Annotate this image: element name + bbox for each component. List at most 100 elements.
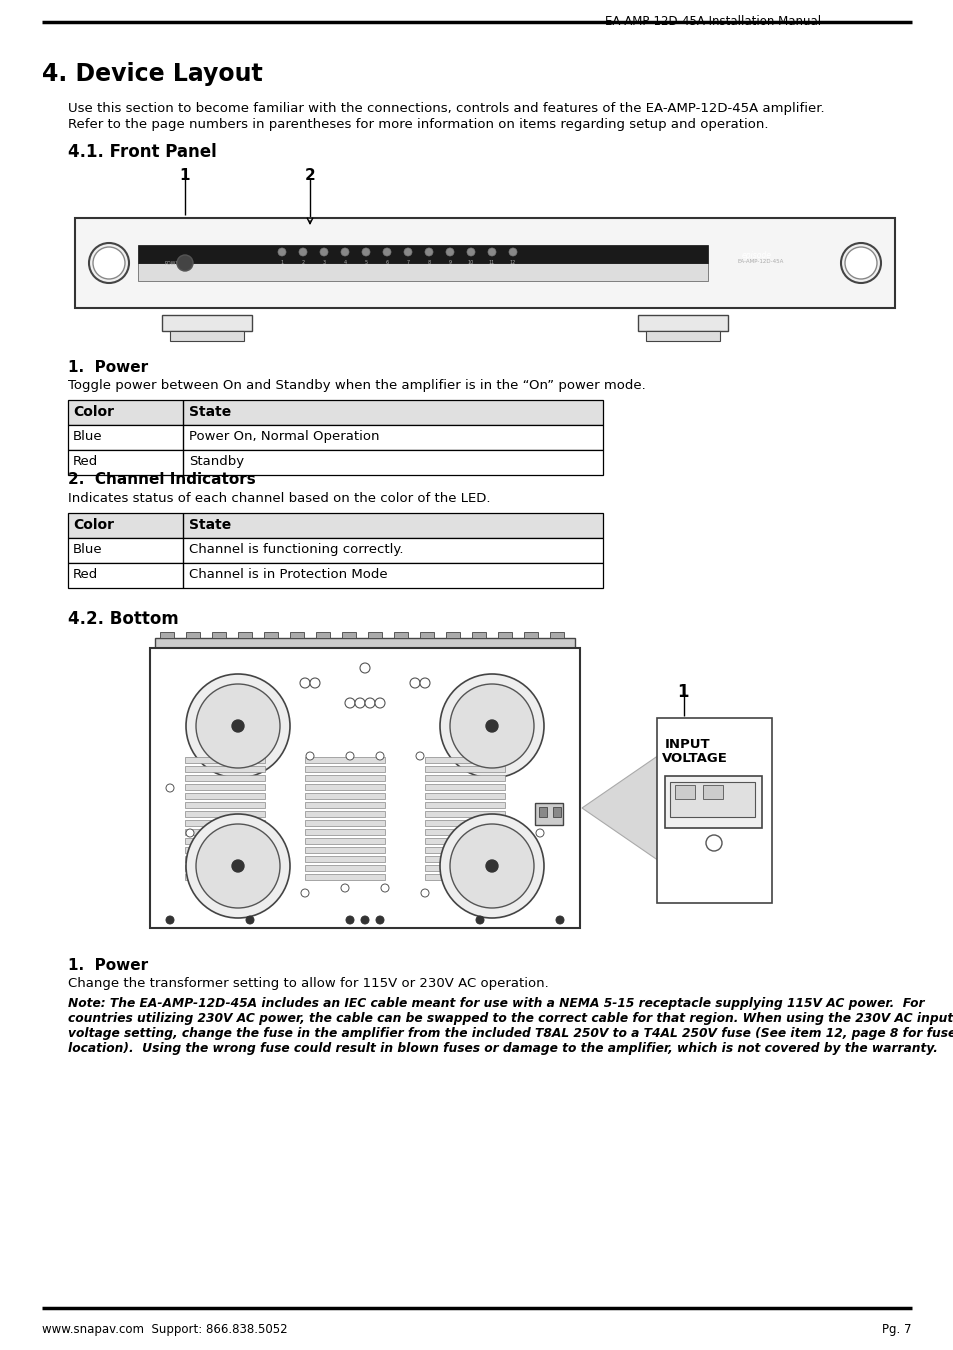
Text: 10: 10 — [467, 261, 474, 265]
Circle shape — [298, 248, 307, 256]
Bar — [424, 757, 504, 763]
Bar — [645, 331, 720, 342]
Bar — [424, 765, 504, 772]
Circle shape — [310, 678, 319, 688]
Bar — [305, 846, 385, 853]
Text: 1: 1 — [179, 167, 190, 184]
Text: 7: 7 — [406, 261, 409, 265]
Text: episode: episode — [741, 251, 771, 261]
Text: 2.  Channel Indicators: 2. Channel Indicators — [68, 472, 255, 487]
Text: countries utilizing 230V AC power, the cable can be swapped to the correct cable: countries utilizing 230V AC power, the c… — [68, 1012, 952, 1025]
Circle shape — [360, 917, 369, 923]
Bar — [185, 775, 265, 782]
Text: VOLTAGE: VOLTAGE — [661, 752, 727, 765]
Bar — [424, 856, 504, 863]
Circle shape — [232, 720, 244, 732]
Text: 4.2. Bottom: 4.2. Bottom — [68, 610, 178, 628]
Bar — [305, 784, 385, 790]
Circle shape — [89, 243, 129, 284]
Text: 1: 1 — [280, 261, 283, 265]
Bar — [305, 865, 385, 871]
Circle shape — [705, 836, 721, 850]
Text: State: State — [189, 518, 231, 532]
Text: Change the transformer setting to allow for 115V or 230V AC operation.: Change the transformer setting to allow … — [68, 977, 548, 990]
Circle shape — [382, 248, 391, 256]
Text: 4: 4 — [343, 261, 346, 265]
Bar — [424, 784, 504, 790]
Circle shape — [841, 243, 880, 284]
Circle shape — [246, 917, 253, 923]
Circle shape — [424, 248, 433, 256]
Bar — [305, 775, 385, 782]
Bar — [305, 856, 385, 863]
Bar — [185, 757, 265, 763]
Bar — [368, 632, 381, 639]
Circle shape — [410, 678, 419, 688]
Bar — [68, 400, 602, 425]
Text: 5: 5 — [364, 261, 367, 265]
Circle shape — [301, 890, 309, 896]
Bar — [675, 784, 695, 799]
Bar — [341, 632, 355, 639]
Circle shape — [439, 814, 543, 918]
Circle shape — [375, 917, 384, 923]
Bar — [535, 803, 562, 825]
Bar — [68, 450, 602, 475]
Bar — [305, 873, 385, 880]
Text: 2: 2 — [304, 167, 315, 184]
Text: 12: 12 — [509, 261, 516, 265]
Text: Use this section to become familiar with the connections, controls and features : Use this section to become familiar with… — [68, 103, 823, 115]
Text: 1.  Power: 1. Power — [68, 360, 148, 375]
Text: Standby: Standby — [189, 455, 244, 468]
Circle shape — [488, 248, 496, 256]
Text: Note: The EA-AMP-12D-45A includes an IEC cable meant for use with a NEMA 5-15 re: Note: The EA-AMP-12D-45A includes an IEC… — [68, 998, 923, 1010]
Bar — [638, 315, 727, 331]
Bar — [424, 865, 504, 871]
Circle shape — [365, 698, 375, 707]
Text: INPUT: INPUT — [664, 738, 710, 751]
Circle shape — [476, 917, 483, 923]
Bar — [419, 632, 434, 639]
Text: EA-AMP-12D-45A: EA-AMP-12D-45A — [738, 259, 783, 265]
Bar — [154, 639, 575, 648]
Circle shape — [450, 824, 534, 909]
Bar — [553, 807, 560, 817]
Bar — [305, 819, 385, 826]
Bar — [523, 632, 537, 639]
Circle shape — [844, 247, 876, 279]
Text: Blue: Blue — [73, 431, 103, 443]
Bar — [315, 632, 330, 639]
Bar — [68, 513, 602, 539]
Text: 1: 1 — [677, 683, 688, 701]
Bar — [424, 792, 504, 799]
Text: Blue: Blue — [73, 543, 103, 556]
Bar — [68, 539, 602, 563]
Circle shape — [359, 663, 370, 674]
Circle shape — [403, 248, 412, 256]
Bar — [185, 838, 265, 844]
Circle shape — [277, 248, 286, 256]
Text: www.snapav.com  Support: 866.838.5052: www.snapav.com Support: 866.838.5052 — [42, 1323, 287, 1336]
Text: EA-AMP-12D-45A Installation Manual: EA-AMP-12D-45A Installation Manual — [604, 15, 821, 28]
Bar — [185, 811, 265, 817]
Bar — [305, 811, 385, 817]
Bar — [185, 873, 265, 880]
Bar — [424, 873, 504, 880]
Circle shape — [340, 884, 349, 892]
Bar — [424, 775, 504, 782]
Polygon shape — [581, 753, 661, 863]
Circle shape — [420, 890, 429, 896]
Bar — [138, 263, 707, 281]
Bar — [664, 776, 761, 828]
Bar — [68, 563, 602, 589]
Text: Red: Red — [73, 455, 98, 468]
Text: voltage setting, change the fuse in the amplifier from the included T8AL 250V to: voltage setting, change the fuse in the … — [68, 1027, 953, 1040]
Bar — [185, 792, 265, 799]
Circle shape — [509, 248, 517, 256]
Circle shape — [450, 684, 534, 768]
Bar — [446, 632, 459, 639]
Bar — [305, 802, 385, 809]
Circle shape — [375, 698, 385, 707]
Bar — [472, 632, 485, 639]
Bar — [185, 784, 265, 790]
